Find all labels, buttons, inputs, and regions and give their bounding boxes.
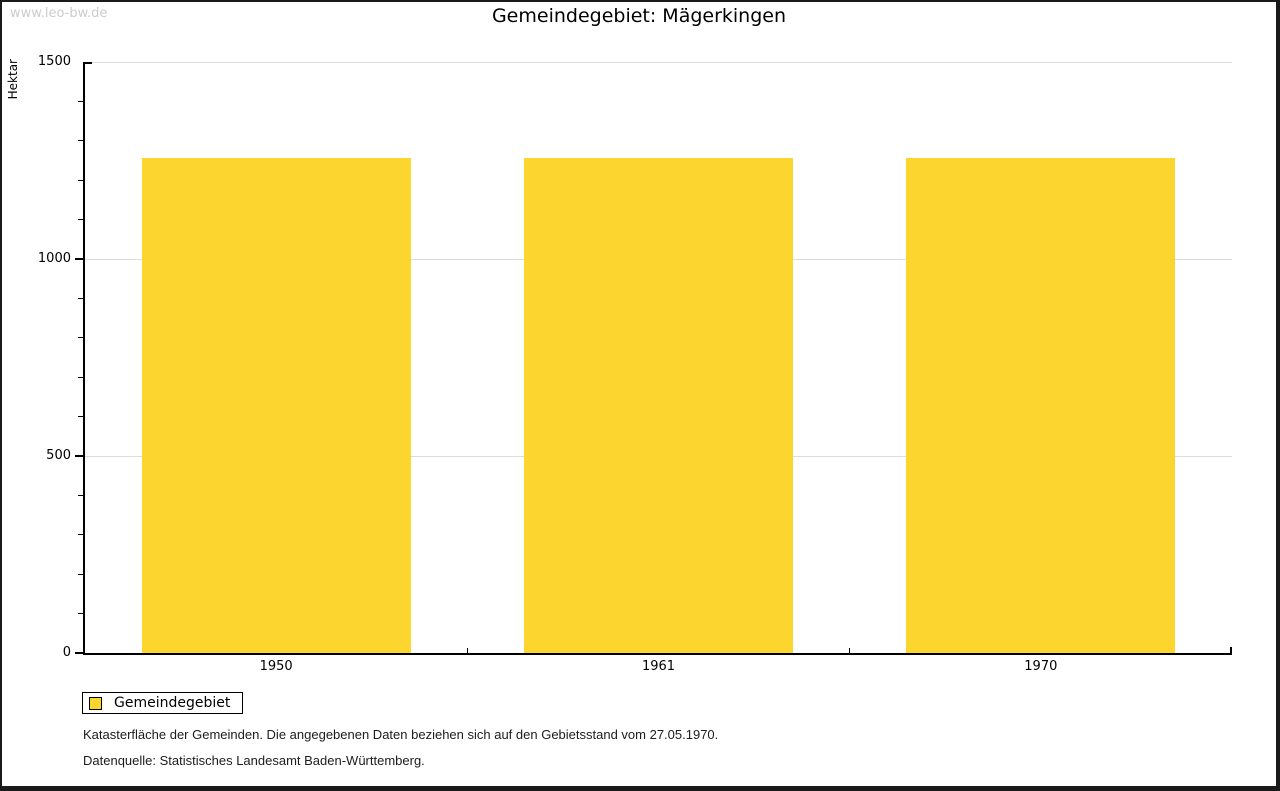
y-tick-label-1500: 1500 bbox=[37, 54, 71, 69]
y-minor-tick bbox=[78, 534, 83, 536]
chart-title: Gemeindegebiet: Mägerkingen bbox=[491, 5, 787, 27]
y-major-tick bbox=[75, 258, 83, 260]
y-axis-end-cap bbox=[83, 62, 92, 64]
footnote-datenquelle: Datenquelle: Statistisches Landesamt Bad… bbox=[83, 753, 425, 768]
y-minor-tick bbox=[78, 297, 83, 299]
legend-label: Gemeindegebiet bbox=[114, 695, 231, 711]
x-separator-tick bbox=[849, 648, 851, 653]
legend: Gemeindegebiet bbox=[82, 692, 244, 714]
y-minor-tick bbox=[78, 100, 83, 102]
y-minor-tick bbox=[78, 573, 83, 575]
y-major-tick bbox=[75, 455, 83, 457]
y-minor-tick bbox=[78, 179, 83, 181]
y-axis-line bbox=[83, 62, 85, 655]
y-minor-tick bbox=[78, 494, 83, 496]
bar-1970 bbox=[906, 157, 1175, 653]
gridline-1500 bbox=[85, 61, 1232, 63]
y-minor-tick bbox=[78, 219, 83, 221]
y-minor-tick bbox=[78, 140, 83, 142]
y-major-tick bbox=[75, 652, 83, 654]
x-axis-end-cap bbox=[1230, 647, 1232, 655]
x-separator-tick bbox=[466, 648, 468, 653]
y-tick-label-500: 500 bbox=[46, 448, 71, 463]
y-tick-label-1000: 1000 bbox=[37, 251, 71, 266]
legend-swatch bbox=[89, 696, 102, 710]
y-minor-tick bbox=[78, 376, 83, 378]
x-tick-label-1961: 1961 bbox=[641, 659, 676, 674]
x-tick-label-1970: 1970 bbox=[1024, 659, 1058, 674]
y-minor-tick bbox=[78, 337, 83, 339]
bar-1950 bbox=[142, 157, 411, 653]
footnote-gebietsstand: Katasterfläche der Gemeinden. Die angege… bbox=[83, 727, 719, 742]
x-tick-label-1950: 1950 bbox=[259, 659, 293, 674]
y-tick-label-0: 0 bbox=[62, 645, 71, 660]
bar-1961 bbox=[524, 157, 793, 653]
x-axis-line bbox=[83, 653, 1232, 655]
y-minor-tick bbox=[78, 416, 83, 418]
y-minor-tick bbox=[78, 613, 83, 615]
watermark: www.leo-bw.de bbox=[10, 6, 108, 21]
